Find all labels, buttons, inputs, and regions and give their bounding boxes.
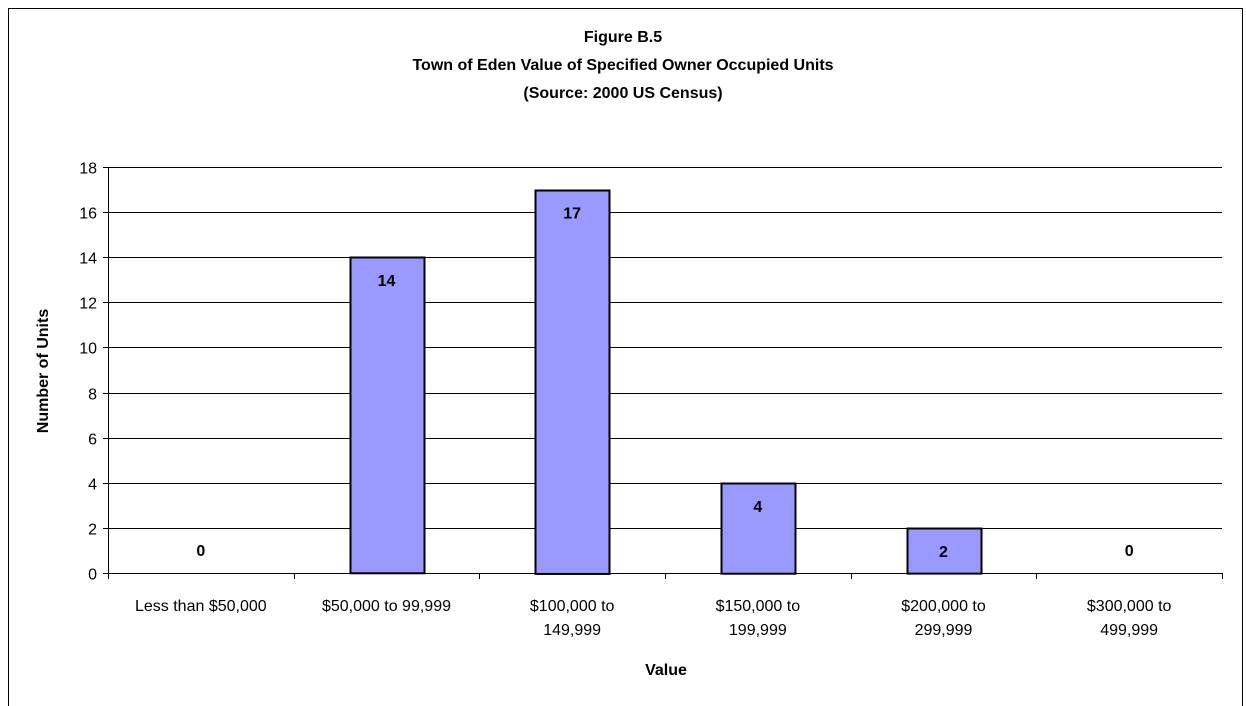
y-tick-label: 18 bbox=[79, 161, 97, 178]
x-category-label: $100,000 to bbox=[530, 598, 615, 615]
x-category-label: 149,999 bbox=[543, 622, 601, 639]
x-category-label: Less than $50,000 bbox=[135, 598, 267, 615]
data-label: 0 bbox=[1125, 543, 1134, 560]
chart-title: Figure B.5 bbox=[584, 29, 662, 46]
y-axis-title: Number of Units bbox=[35, 309, 52, 434]
y-tick-label: 6 bbox=[88, 432, 97, 449]
chart-frame bbox=[8, 8, 1243, 706]
bar bbox=[720, 482, 797, 575]
gridlines bbox=[108, 167, 1222, 529]
y-tick-label: 4 bbox=[88, 477, 97, 494]
data-labels: 0 14 17 4 2 0 bbox=[196, 206, 1133, 561]
x-category-label: $300,000 to bbox=[1087, 598, 1172, 615]
bar bbox=[349, 256, 426, 575]
x-category-label: $200,000 to bbox=[901, 598, 986, 615]
data-label: 14 bbox=[378, 273, 396, 290]
x-category-label: 299,999 bbox=[915, 622, 973, 639]
y-tick-label: 0 bbox=[88, 567, 97, 584]
data-label: 2 bbox=[939, 544, 948, 561]
x-category-label: $150,000 to bbox=[716, 598, 801, 615]
x-category-label: $50,000 to 99,999 bbox=[322, 598, 451, 615]
y-tick-label: 10 bbox=[79, 341, 97, 358]
x-category-label: 199,999 bbox=[729, 622, 787, 639]
bars bbox=[349, 189, 983, 575]
data-label: 17 bbox=[563, 206, 581, 223]
x-category-labels: Less than $50,000 $50,000 to 99,999 $100,0… bbox=[135, 598, 1172, 639]
data-label: 0 bbox=[196, 543, 205, 560]
x-axis-title: Value bbox=[645, 662, 687, 679]
y-tick-label: 2 bbox=[88, 522, 97, 539]
chart-subtitle-line-1: Town of Eden Value of Specified Owner Oc… bbox=[412, 57, 833, 74]
y-tick-label: 8 bbox=[88, 387, 97, 404]
y-tick-label: 12 bbox=[79, 296, 97, 313]
bar bbox=[534, 189, 611, 575]
data-label: 4 bbox=[753, 499, 762, 516]
y-tick-label: 16 bbox=[79, 206, 97, 223]
x-category-label: 499,999 bbox=[1100, 622, 1158, 639]
y-tick-label: 14 bbox=[79, 251, 97, 268]
y-tick-labels: 0 2 4 6 8 10 12 14 16 18 bbox=[79, 161, 97, 584]
chart-subtitle-line-2: (Source: 2000 US Census) bbox=[523, 85, 722, 102]
axes bbox=[103, 167, 1223, 579]
